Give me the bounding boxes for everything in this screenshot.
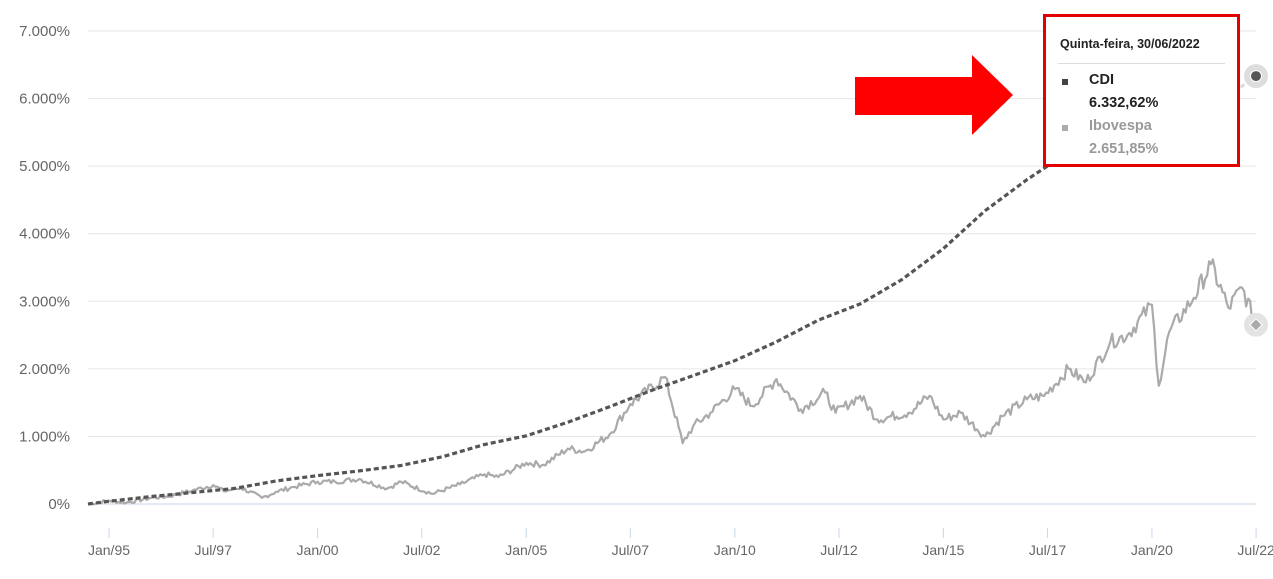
arrow-shape xyxy=(855,55,1013,135)
y-tick-label: 6.000% xyxy=(19,91,70,108)
x-tick-label: Jan/15 xyxy=(922,542,964,558)
x-tick-label: Jan/10 xyxy=(714,542,756,558)
tooltip-date: Quinta-feira, 30/06/2022 xyxy=(1060,37,1200,51)
gridlines xyxy=(88,30,1256,505)
y-tick-label: 7.000% xyxy=(19,23,70,40)
x-tick-label: Jul/22 xyxy=(1237,542,1273,558)
y-tick-label: 0% xyxy=(48,496,70,513)
x-tick-label: Jan/05 xyxy=(505,542,547,558)
x-tick-label: Jul/12 xyxy=(820,542,858,558)
x-tick-label: Jan/00 xyxy=(297,542,339,558)
hover-markers xyxy=(1244,64,1268,337)
tooltip-cdi-name: CDI xyxy=(1089,72,1114,88)
ibovespa-hover-point xyxy=(1249,318,1263,332)
ibovespa-series-line xyxy=(87,258,1258,506)
x-tick-label: Jul/17 xyxy=(1029,542,1067,558)
cdi-series-line xyxy=(87,150,1070,506)
ibovespa-legend-marker xyxy=(1062,125,1068,131)
y-axis-ticks: 0% 1.000% 2.000% 3.000% 4.000% 5.000% 6.000% 7.… xyxy=(19,23,70,513)
x-tick-label: Jan/95 xyxy=(88,542,130,558)
cdi-hover-point xyxy=(1250,70,1262,83)
tooltip-ibovespa-name: Ibovespa xyxy=(1089,118,1152,134)
y-tick-label: 2.000% xyxy=(19,361,70,378)
y-tick-label: 1.000% xyxy=(19,428,70,445)
cdi-legend-marker xyxy=(1062,79,1068,85)
tooltip-separator xyxy=(1058,63,1225,64)
x-tick-label: Jan/20 xyxy=(1131,542,1173,558)
tooltip-cdi-value: 6.332,62% xyxy=(1089,95,1159,111)
tooltip-ibovespa-value: 2.651,85% xyxy=(1089,141,1159,157)
y-tick-label: 5.000% xyxy=(19,158,70,175)
x-tick-label: Jul/07 xyxy=(612,542,650,558)
y-tick-label: 3.000% xyxy=(19,293,70,310)
tooltip-highlight-box: Quinta-feira, 30/06/2022 CDI 6.332,62% I… xyxy=(1043,14,1240,167)
x-tick-label: Jul/97 xyxy=(195,542,233,558)
y-tick-label: 4.000% xyxy=(19,226,70,243)
x-tick-label: Jul/02 xyxy=(403,542,441,558)
red-arrow-annotation xyxy=(855,55,1013,135)
x-axis-ticks: Jan/95 Jul/97 Jan/00 Jul/02 Jan/05 Jul/07 Jan/… xyxy=(88,528,1273,558)
